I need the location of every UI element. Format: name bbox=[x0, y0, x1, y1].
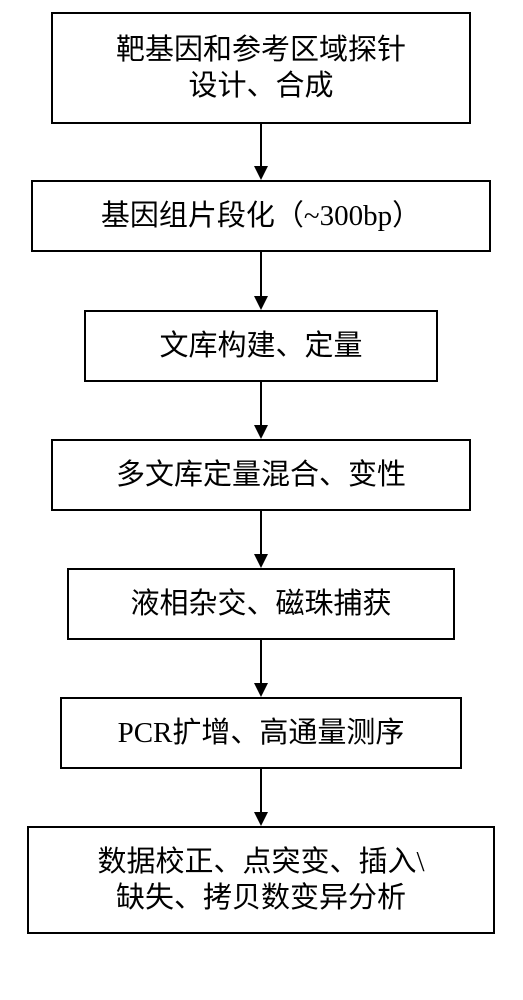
flow-arrow-4-5 bbox=[0, 511, 523, 568]
flow-node-5: 液相杂交、磁珠捕获 bbox=[67, 568, 455, 640]
flow-arrow-3-4 bbox=[0, 382, 523, 439]
flow-node-7: 数据校正、点突变、插入\缺失、拷贝数变异分析 bbox=[27, 826, 495, 934]
flow-node-7-label: 数据校正、点突变、插入\缺失、拷贝数变异分析 bbox=[35, 844, 487, 917]
flow-node-4-label: 多文库定量混合、变性 bbox=[59, 457, 463, 493]
flow-arrow-1-2 bbox=[0, 124, 523, 180]
flow-node-2: 基因组片段化（~300bp） bbox=[31, 180, 491, 252]
flow-node-1: 靶基因和参考区域探针设计、合成 bbox=[51, 12, 471, 124]
flow-arrow-6-7 bbox=[0, 769, 523, 826]
flow-node-6-label: PCR扩增、高通量测序 bbox=[68, 715, 454, 751]
flow-node-2-label: 基因组片段化（~300bp） bbox=[39, 198, 483, 234]
flow-node-4: 多文库定量混合、变性 bbox=[51, 439, 471, 511]
flow-node-3-label: 文库构建、定量 bbox=[92, 328, 430, 364]
flow-node-1-label: 靶基因和参考区域探针设计、合成 bbox=[59, 32, 463, 105]
flowchart-canvas: 靶基因和参考区域探针设计、合成 基因组片段化（~300bp） 文库构建、定量 多… bbox=[0, 0, 523, 1000]
flow-node-6: PCR扩增、高通量测序 bbox=[60, 697, 462, 769]
flow-node-5-label: 液相杂交、磁珠捕获 bbox=[75, 586, 447, 622]
flow-node-3: 文库构建、定量 bbox=[84, 310, 438, 382]
flow-arrow-5-6 bbox=[0, 640, 523, 697]
flow-arrow-2-3 bbox=[0, 252, 523, 310]
